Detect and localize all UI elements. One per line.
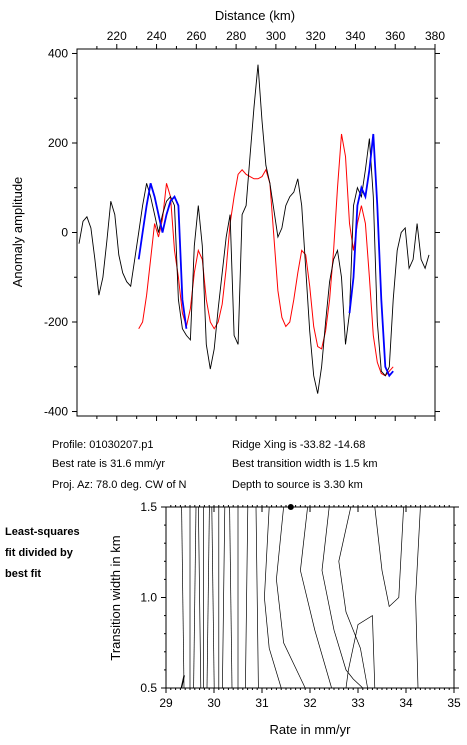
width-tick-label: 1.5 (140, 500, 157, 514)
projection-azimuth: Proj. Az: 78.0 deg. CW of N (52, 479, 187, 491)
info-block: Profile: 01030207.p1 Best rate is 31.6 m… (52, 439, 378, 491)
y-tick-label: 0 (61, 226, 68, 240)
contour-lines (180, 506, 421, 689)
x-tick-label: 300 (266, 29, 286, 43)
rate-tick-label: 35 (447, 696, 461, 710)
contour-line (222, 506, 226, 689)
y-tick-label: 200 (48, 136, 68, 150)
contour-line (193, 506, 197, 689)
side-note: Least-squares fit divided by best fit (5, 526, 80, 580)
rate-axis-ticks: 29 30 31 32 33 34 35 (159, 505, 461, 710)
contour-line (276, 506, 306, 689)
contour-line (255, 506, 259, 689)
side-note-line-3: best fit (5, 568, 41, 580)
side-note-line-2: fit divided by (5, 547, 74, 559)
rate-tick-label: 31 (255, 696, 269, 710)
ridge-crossing: Ridge Xing is -33.82 -14.68 (232, 439, 365, 451)
side-note-line-1: Least-squares (5, 526, 80, 538)
contour-line (245, 506, 249, 689)
x-axis-title: Distance (km) (215, 8, 295, 23)
contour-line (206, 506, 210, 689)
profile-name: Profile: 01030207.p1 (52, 439, 154, 451)
y-tick-label: 400 (48, 46, 68, 60)
contour-plot: Rate in mm/yr Transition width in km 29 3… (108, 500, 461, 737)
x-tick-label: 340 (345, 29, 365, 43)
contour-line (181, 506, 185, 689)
x-tick-label: 240 (147, 29, 167, 43)
x-tick-label: 220 (107, 29, 127, 43)
rate-tick-label: 32 (303, 696, 317, 710)
rate-tick-label: 34 (399, 696, 413, 710)
width-axis-title: Transition width in km (108, 535, 123, 660)
contour-line (198, 506, 202, 689)
contour-line (338, 506, 368, 689)
x-tick-label: 360 (385, 29, 405, 43)
profile-series (78, 64, 430, 394)
rate-tick-label: 29 (159, 696, 173, 710)
x-tick-label: 280 (226, 29, 246, 43)
y-tick-label: -400 (44, 405, 68, 419)
depth-to-source: Depth to source is 3.30 km (232, 479, 363, 491)
best-fit-point (287, 504, 294, 510)
contour-line (415, 506, 421, 689)
model-fit-segment-line (137, 183, 188, 329)
width-tick-label: 0.5 (140, 681, 157, 695)
width-tick-label: 1.0 (140, 591, 157, 605)
x-axis-ticks: 220 240 260 280 300 320 340 360 380 (96, 29, 445, 421)
model-fit-segment-line (348, 133, 394, 378)
contour-line (345, 614, 376, 689)
contour-line (229, 506, 233, 689)
x-tick-label: 320 (306, 29, 326, 43)
best-transition-width: Best transition width is 1.5 km (232, 458, 378, 470)
contour-line (180, 675, 185, 689)
rate-axis-title: Rate in mm/yr (270, 722, 352, 737)
x-tick-label: 260 (186, 29, 206, 43)
contour-line (211, 506, 215, 689)
contour-line (264, 506, 282, 689)
anomaly-profile-plot: Distance (km) Anomaly amplitude 220 240 26… (10, 8, 445, 421)
observed-profile-line (78, 64, 430, 394)
x-tick-label: 380 (425, 29, 445, 43)
y-axis-title: Anomaly amplitude (10, 177, 25, 288)
best-rate: Best rate is 31.6 mm/yr (52, 458, 165, 470)
contour-line (374, 506, 404, 608)
rate-tick-label: 30 (207, 696, 221, 710)
y-axis-ticks: 400 200 0 -200 -400 (44, 46, 440, 419)
y-tick-label: -200 (44, 315, 68, 329)
rate-tick-label: 33 (351, 696, 365, 710)
contour-line (300, 506, 332, 689)
synthetic-model-line (138, 133, 394, 377)
profile-plot-frame (76, 48, 436, 417)
width-axis-ticks: 1.5 1.0 0.5 (140, 500, 459, 695)
contour-line (321, 506, 364, 689)
